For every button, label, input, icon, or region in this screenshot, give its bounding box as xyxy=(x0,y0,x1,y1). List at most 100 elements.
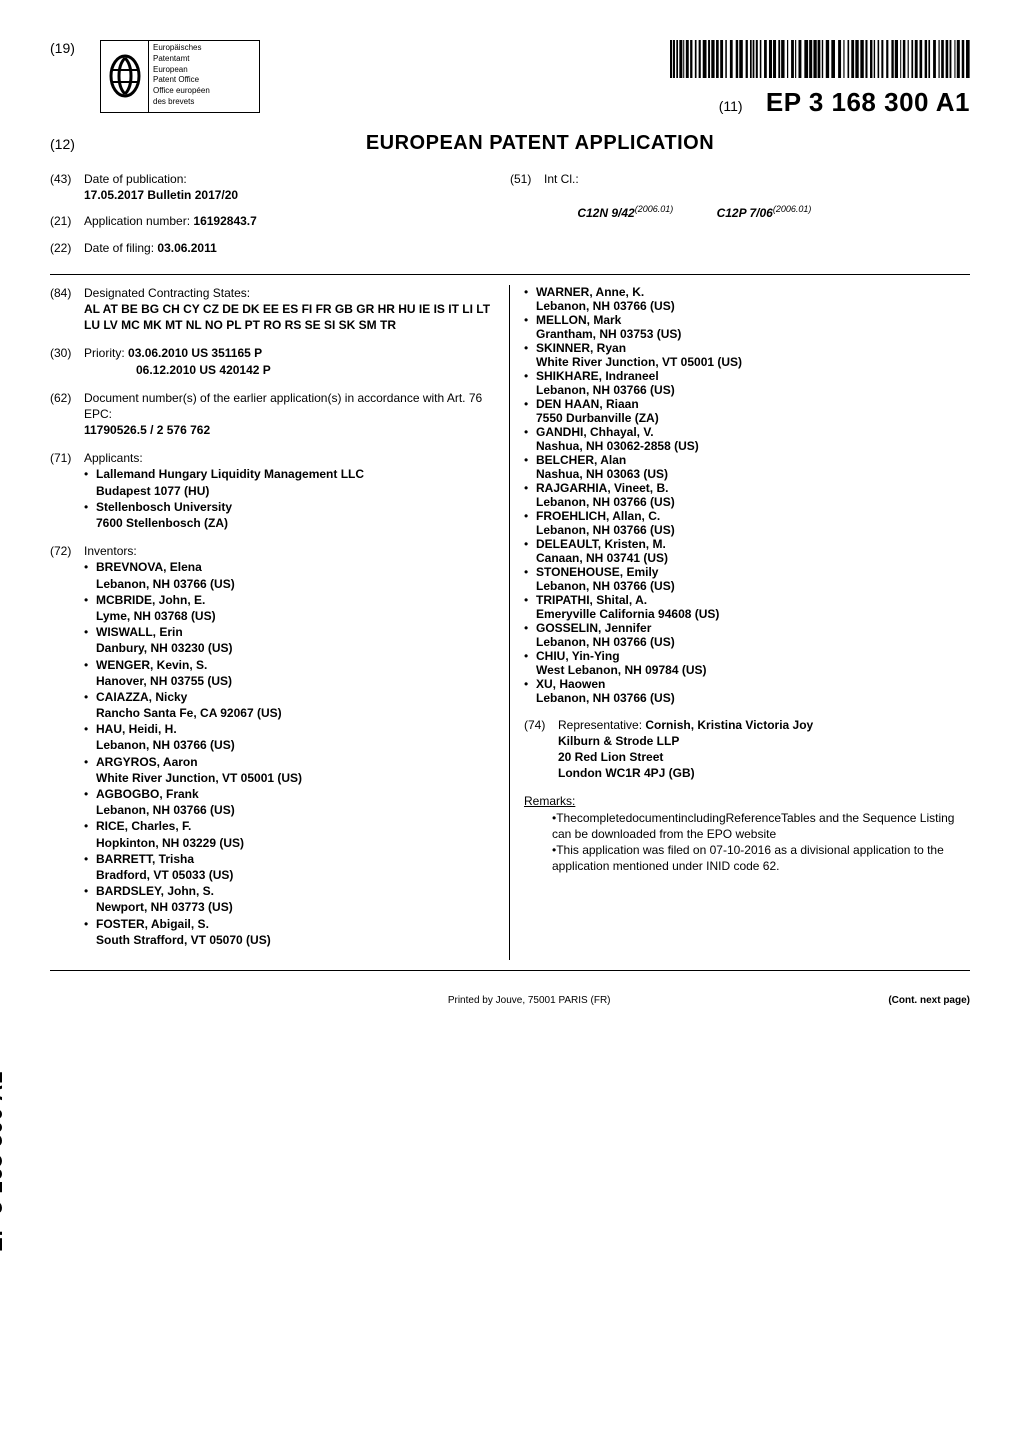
person-name: FROEHLICH, Allan, C. xyxy=(536,509,660,523)
person-name: WENGER, Kevin, S. xyxy=(96,658,207,672)
appno-label: Application number: xyxy=(84,214,190,228)
person-addr: Canaan, NH 03741 (US) xyxy=(536,551,668,565)
person-addr: White River Junction, VT 05001 (US) xyxy=(96,771,302,785)
rep-label: Representative: xyxy=(558,718,642,732)
person-name: Lallemand Hungary Liquidity Management L… xyxy=(96,467,364,481)
sect-applicants: (71) Applicants: Lallemand Hungary Liqui… xyxy=(50,450,499,531)
filing-label: Date of filing: xyxy=(84,241,154,255)
person-name: HAU, Heidi, H. xyxy=(96,722,177,736)
rep-line: Kilburn & Strode LLP xyxy=(558,734,679,748)
list-item: WISWALL, Erin Danbury, NH 03230 (US) xyxy=(84,624,499,656)
person-name: STONEHOUSE, Emily xyxy=(536,565,658,579)
person-addr: Newport, NH 03773 (US) xyxy=(96,900,233,914)
sect-inventors: (72) Inventors: BREVNOVA, ElenaLebanon, … xyxy=(50,543,499,948)
person-name: GOSSELIN, Jennifer xyxy=(536,621,651,635)
person-addr: Bradford, VT 05033 (US) xyxy=(96,868,233,882)
divider-rule xyxy=(50,274,970,275)
person-addr: Nashua, NH 03063 (US) xyxy=(536,467,668,481)
inid-11: (11) xyxy=(719,98,743,114)
person-name: MELLON, Mark xyxy=(536,313,621,327)
epo-logo-text: Europäisches Patentamt European Patent O… xyxy=(149,41,259,112)
list-item: FROEHLICH, Allan, C.Lebanon, NH 03766 (U… xyxy=(524,509,970,537)
logo-line: Office européen xyxy=(153,87,255,96)
person-addr: 7600 Stellenbosch (ZA) xyxy=(96,516,228,530)
meta-left: (43) Date of publication: 17.05.2017 Bul… xyxy=(50,171,510,266)
sect-priority: (30) Priority: 03.06.2010 US 351165 P 06… xyxy=(50,345,499,377)
person-name: FOSTER, Abigail, S. xyxy=(96,917,209,931)
application-title: EUROPEAN PATENT APPLICATION xyxy=(110,132,970,155)
logo-line: Patent Office xyxy=(153,76,255,85)
person-name: WISWALL, Erin xyxy=(96,625,183,639)
person-addr: 7550 Durbanville (ZA) xyxy=(536,411,659,425)
earlier-label: Document number(s) of the earlier applic… xyxy=(84,391,482,421)
person-name: BARRETT, Trisha xyxy=(96,852,194,866)
logo-line: des brevets xyxy=(153,98,255,107)
list-item: BARDSLEY, John, S.Newport, NH 03773 (US) xyxy=(84,883,499,915)
inid-71: (71) xyxy=(50,450,84,531)
list-item: MELLON, MarkGrantham, NH 03753 (US) xyxy=(524,313,970,341)
person-addr: Emeryville California 94608 (US) xyxy=(536,607,719,621)
list-item: GOSSELIN, JenniferLebanon, NH 03766 (US) xyxy=(524,621,970,649)
person-name: SKINNER, Ryan xyxy=(536,341,626,355)
ipc-code: C12P 7/06 xyxy=(717,206,773,220)
logo-line: European xyxy=(153,66,255,75)
main-columns: (84) Designated Contracting States: AL A… xyxy=(50,285,970,960)
person-addr: Lebanon, NH 03766 (US) xyxy=(536,383,675,397)
inid-43: (43) xyxy=(50,171,84,203)
list-item: Stellenbosch University 7600 Stellenbosch… xyxy=(84,499,499,531)
remarks-body: •ThecompletedocumentincludingReferenceTa… xyxy=(524,810,970,875)
logo-line: Europäisches xyxy=(153,44,255,53)
list-item: BELCHER, AlanNashua, NH 03063 (US) xyxy=(524,453,970,481)
inid-62: (62) xyxy=(50,390,84,439)
rep-name: Cornish, Kristina Victoria Joy xyxy=(645,718,813,732)
footer-printer: Printed by Jouve, 75001 PARIS (FR) xyxy=(170,995,888,1006)
list-item: BARRETT, Trisha Bradford, VT 05033 (US) xyxy=(84,851,499,883)
person-addr: Hopkinton, NH 03229 (US) xyxy=(96,836,244,850)
list-item: RICE, Charles, F.Hopkinton, NH 03229 (US… xyxy=(84,818,499,850)
list-item: STONEHOUSE, EmilyLebanon, NH 03766 (US) xyxy=(524,565,970,593)
person-name: CHIU, Yin-Ying xyxy=(536,649,620,663)
inid-19: (19) xyxy=(50,40,90,56)
person-addr: Nashua, NH 03062-2858 (US) xyxy=(536,439,699,453)
list-item: SKINNER, RyanWhite River Junction, VT 05… xyxy=(524,341,970,369)
list-item: ARGYROS, AaronWhite River Junction, VT 0… xyxy=(84,754,499,786)
inventors-left-list: BREVNOVA, ElenaLebanon, NH 03766 (US) MCB… xyxy=(84,559,499,948)
pubdate-label: Date of publication: xyxy=(84,172,187,186)
person-name: MCBRIDE, John, E. xyxy=(96,593,205,607)
person-name: Stellenbosch University xyxy=(96,500,232,514)
list-item: XU, HaowenLebanon, NH 03766 (US) xyxy=(524,677,970,705)
person-addr: Lebanon, NH 03766 (US) xyxy=(96,577,235,591)
person-addr: Lebanon, NH 03766 (US) xyxy=(536,579,675,593)
list-item: WENGER, Kevin, S. Hanover, NH 03755 (US) xyxy=(84,657,499,689)
intcl-label: Int Cl.: xyxy=(544,172,579,186)
ipc-code: C12N 9/42 xyxy=(577,206,634,220)
logo-line: Patentamt xyxy=(153,55,255,64)
person-addr: Hanover, NH 03755 (US) xyxy=(96,674,232,688)
person-name: DEN HAAN, Riaan xyxy=(536,397,639,411)
person-addr: Rancho Santa Fe, CA 92067 (US) xyxy=(96,706,282,720)
earlier-value: 11790526.5 / 2 576 762 xyxy=(84,423,210,437)
person-name: DELEAULT, Kristen, M. xyxy=(536,537,666,551)
list-item: Lallemand Hungary Liquidity Management L… xyxy=(84,466,499,498)
person-addr: Lebanon, NH 03766 (US) xyxy=(536,635,675,649)
person-name: AGBOGBO, Frank xyxy=(96,787,199,801)
appno-value: 16192843.7 xyxy=(193,214,256,228)
list-item: TRIPATHI, Shital, A.Emeryville Californi… xyxy=(524,593,970,621)
ipc-codes: C12N 9/42(2006.01) C12P 7/06(2006.01) xyxy=(544,206,811,236)
meta-block: (43) Date of publication: 17.05.2017 Bul… xyxy=(50,171,970,266)
person-addr: Lyme, NH 03768 (US) xyxy=(96,609,216,623)
list-item: CAIAZZA, NickyRancho Santa Fe, CA 92067 … xyxy=(84,689,499,721)
meta-right: (51) Int Cl.: C12N 9/42(2006.01) C12P 7/… xyxy=(510,171,970,266)
rep-line: 20 Red Lion Street xyxy=(558,750,663,764)
list-item: FOSTER, Abigail, S.South Strafford, VT 0… xyxy=(84,916,499,948)
inid-72: (72) xyxy=(50,543,84,948)
person-name: XU, Haowen xyxy=(536,677,605,691)
states-label: Designated Contracting States: xyxy=(84,286,250,300)
field-intcl: (51) Int Cl.: C12N 9/42(2006.01) C12P 7/… xyxy=(510,171,970,238)
inid-21: (21) xyxy=(50,213,84,229)
main-left: (84) Designated Contracting States: AL A… xyxy=(50,285,510,960)
person-addr: Grantham, NH 03753 (US) xyxy=(536,327,681,341)
list-item: BREVNOVA, ElenaLebanon, NH 03766 (US) xyxy=(84,559,499,591)
person-addr: Danbury, NH 03230 (US) xyxy=(96,641,232,655)
filing-value: 03.06.2011 xyxy=(157,241,216,255)
